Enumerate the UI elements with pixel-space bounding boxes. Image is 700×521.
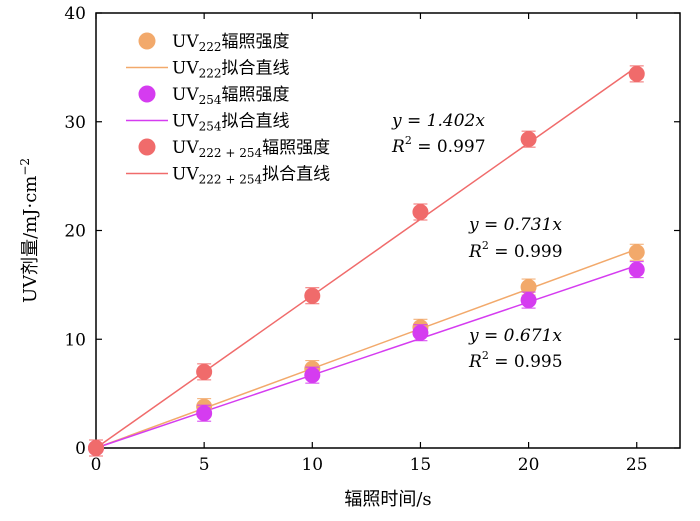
legend-label-line-uv254: UV254拟合直线 [172,112,290,134]
point-uv254 [520,292,537,309]
legend-marker-uv222_254 [138,138,156,156]
fit-line-uv222 [95,248,637,449]
x-tick-label: 10 [301,455,323,475]
legend-marker-uv222 [138,32,156,50]
y-tick-label: 30 [64,113,86,133]
legend-label-line-uv222_254: UV222 + 254拟合直线 [172,165,330,187]
x-tick-label: 5 [199,455,210,475]
point-uv222_254 [520,131,537,148]
legend-label-marker-uv254: UV254辐照强度 [172,85,290,107]
point-uv222_254 [88,440,104,456]
equation-uv222_254: y = 1.402x [391,111,485,131]
legend-marker-uv254 [138,85,156,103]
points-group [88,65,645,457]
x-tick-label: 15 [410,455,432,475]
fit-line-uv254 [95,264,637,449]
point-uv254 [628,261,645,278]
equation-uv222: y = 0.731x [468,215,562,235]
annotations-group: y = 0.731x R2 = 0.999 y = 0.671x R2 = 0.995… [391,111,563,372]
point-uv222_254 [304,287,321,304]
point-uv222 [520,279,537,296]
legend: UV222辐照强度 UV222拟合直线 UV254辐照强度 UV254拟合直线 UV22… [126,32,330,187]
point-uv222_254 [412,204,429,221]
r2-uv254: R2 = 0.995 [468,349,563,372]
y-tick-label: 10 [64,330,86,350]
x-axis-title: 辐照时间/s [344,489,431,510]
legend-label-line-uv222: UV222拟合直线 [172,59,290,81]
y-tick-label: 0 [75,439,86,459]
axes-group: 0 5 10 15 20 25 0 10 20 30 40 辐照时间/s UV剂量/mJ·cm−2 [18,4,681,510]
point-uv254 [304,367,321,384]
point-uv222_254 [628,65,645,82]
x-tick-label: 20 [518,455,540,475]
fit-lines-group [95,66,638,449]
y-tick-label: 40 [64,4,86,24]
legend-label-marker-uv222_254: UV222 + 254辐照强度 [172,138,330,160]
r2-uv222_254: R2 = 0.997 [391,134,486,157]
point-uv222_254 [196,363,213,380]
equation-uv254: y = 0.671x [468,326,562,346]
x-tick-label: 25 [626,455,648,475]
y-axis-title: UV剂量/mJ·cm−2 [18,158,41,303]
x-tick-label: 0 [91,455,102,475]
point-uv222 [628,244,645,261]
point-uv254 [412,324,429,341]
fit-line-uv222_254 [95,66,638,449]
y-tick-label: 20 [64,222,86,242]
point-uv254 [196,405,213,422]
r2-uv222: R2 = 0.999 [468,239,563,262]
legend-label-marker-uv222: UV222辐照强度 [172,32,290,54]
